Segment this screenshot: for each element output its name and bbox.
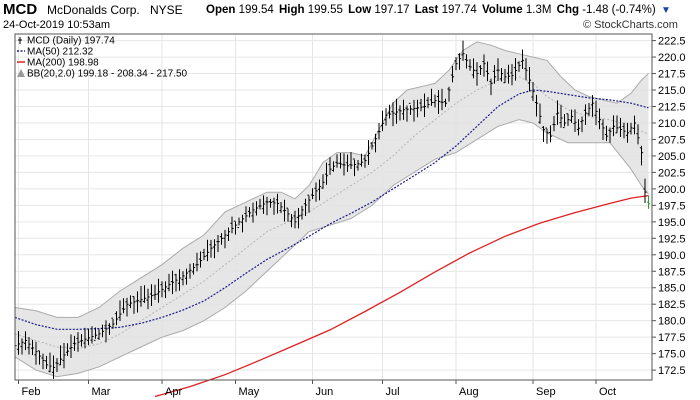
ma200-line	[154, 194, 649, 398]
x-tick-label: Mar	[92, 386, 111, 398]
y-tick-label: 207.5	[658, 134, 686, 146]
low-label: Low	[348, 4, 372, 16]
legend-entry: MA(50) 212.32	[27, 47, 94, 58]
chart-header: MCD McDonalds Corp. NYSE 24-Oct-2019 10:…	[0, 0, 700, 34]
x-tick-label: Feb	[22, 386, 41, 398]
y-tick-label: 172.5	[658, 365, 686, 377]
y-tick-label: 190.0	[658, 250, 686, 262]
legend-swatch-bb	[17, 69, 25, 77]
y-tick-label: 220.0	[658, 52, 686, 64]
quote-summary: Open 199.54 High 199.55 Low 197.17 Last …	[206, 4, 673, 16]
high-label: High	[278, 4, 305, 16]
y-tick-label: 210.0	[658, 118, 686, 130]
exchange-name: NYSE	[150, 3, 183, 17]
y-tick-label: 182.5	[658, 299, 686, 311]
down-arrow-icon: ▼	[660, 5, 671, 16]
bb-lower-line	[14, 119, 649, 378]
x-tick-label: Sep	[536, 386, 556, 398]
y-tick-label: 217.5	[658, 69, 686, 81]
y-tick-label: 195.0	[658, 217, 686, 229]
y-tick-label: 185.0	[658, 283, 686, 295]
ticker-symbol: MCD	[3, 1, 38, 18]
y-tick-label: 175.0	[658, 349, 686, 361]
x-tick-label: Jun	[316, 386, 334, 398]
legend-entry: MCD (Daily) 197.74	[27, 36, 115, 47]
high-value: 199.55	[307, 4, 343, 16]
x-tick-label: May	[239, 386, 260, 398]
quote-datetime: 24-Oct-2019 10:53am	[3, 19, 111, 31]
y-tick-label: 200.0	[658, 184, 686, 196]
x-tick-label: Apr	[165, 386, 182, 398]
bb-middle-line	[14, 76, 649, 349]
bb-fill	[15, 41, 649, 377]
plot-frame	[14, 33, 653, 381]
y-tick-label: 177.5	[658, 332, 686, 344]
last-value: 197.74	[441, 4, 477, 16]
y-axis: 172.5 175.0 177.5 180.0 182.5 185.0 187.5 190.0…	[652, 36, 686, 377]
x-tick-label: Aug	[459, 386, 479, 398]
y-tick-label: 187.5	[658, 266, 686, 278]
legend-entry: BB(20,2.0) 199.18 - 208.34 - 217.50	[27, 69, 188, 80]
x-tick-label: Oct	[599, 386, 616, 398]
x-axis: Feb Mar Apr May Jun Jul Aug Sep Oct	[18, 380, 616, 398]
moving-averages	[14, 89, 649, 398]
price-bars	[15, 40, 651, 379]
y-tick-label: 222.5	[658, 36, 686, 48]
volume-value: 1.3M	[525, 4, 552, 16]
x-tick-label: Jul	[386, 386, 400, 398]
low-value: 197.17	[374, 4, 410, 16]
last-label: Last	[414, 4, 439, 16]
open-value: 199.54	[238, 4, 274, 16]
company-name: McDonalds Corp.	[47, 3, 140, 17]
y-tick-label: 192.5	[658, 233, 686, 245]
y-tick-label: 212.5	[658, 101, 686, 113]
change-value: -1.48 (-0.74%)	[582, 4, 656, 16]
legend-entry: MA(200) 198.98	[27, 58, 99, 69]
stockcharts-watermark: © StockCharts.com	[583, 19, 678, 31]
ma50-line	[14, 89, 649, 330]
y-tick-label: 215.0	[658, 85, 686, 97]
volume-label: Volume	[481, 4, 523, 16]
y-tick-label: 205.0	[658, 151, 686, 163]
change-label: Chg	[556, 4, 580, 16]
y-tick-label: 197.5	[658, 200, 686, 212]
y-tick-label: 180.0	[658, 316, 686, 328]
open-label: Open	[206, 4, 236, 16]
y-tick-label: 202.5	[658, 167, 686, 179]
